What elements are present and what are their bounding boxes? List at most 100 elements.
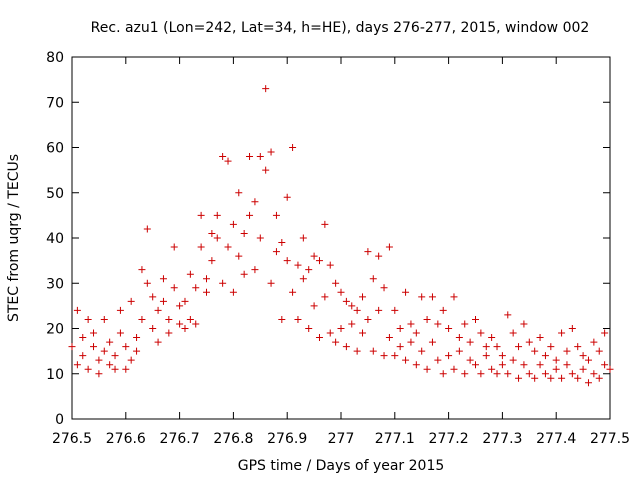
data-point (601, 329, 609, 337)
data-point (466, 338, 474, 346)
data-point (283, 193, 291, 201)
data-point (595, 347, 603, 355)
data-point (412, 361, 420, 369)
data-point (133, 347, 141, 355)
data-point (525, 338, 533, 346)
data-point (267, 279, 275, 287)
data-point (375, 306, 383, 314)
data-point (396, 343, 404, 351)
data-point (79, 352, 87, 360)
data-point (251, 266, 259, 274)
data-point (73, 361, 81, 369)
data-point (348, 320, 356, 328)
data-point (122, 365, 130, 373)
data-point (369, 275, 377, 283)
data-point (305, 325, 313, 332)
data-point (332, 338, 340, 346)
data-point (208, 257, 216, 265)
data-point (455, 347, 463, 355)
data-point (445, 352, 453, 360)
x-tick-label: 277.4 (536, 431, 576, 447)
data-point (579, 352, 587, 360)
data-point (428, 293, 436, 301)
x-tick-label: 277.3 (482, 431, 522, 447)
data-point (326, 329, 334, 337)
data-point (402, 288, 410, 296)
data-point (315, 257, 323, 265)
x-tick-label: 276.5 (52, 431, 92, 447)
y-axis-ticks: 0 10 20 30 40 50 60 70 80 (46, 50, 610, 428)
data-point (299, 275, 307, 283)
data-point (251, 198, 259, 206)
data-point (294, 261, 302, 269)
data-point (116, 306, 124, 314)
data-point (68, 343, 76, 351)
data-point (289, 288, 297, 296)
data-point (246, 211, 254, 219)
data-point (100, 315, 108, 323)
data-point (504, 311, 512, 319)
data-point (477, 329, 485, 337)
data-point (267, 148, 275, 156)
data-point (278, 239, 286, 247)
data-point (482, 352, 490, 360)
x-tick-label: 277.2 (429, 431, 469, 447)
y-tick-label: 80 (46, 50, 64, 66)
data-point (541, 352, 549, 360)
data-point (165, 315, 173, 323)
x-tick-label: 276.6 (106, 431, 146, 447)
data-point (219, 279, 227, 287)
y-axis-label: STEC from uqrg / TECUs (6, 154, 22, 322)
data-point (402, 356, 410, 364)
data-point (106, 361, 114, 369)
x-tick-label: 276.8 (213, 431, 253, 447)
data-point (563, 347, 571, 355)
data-point (380, 284, 388, 292)
data-point (434, 356, 442, 364)
data-point (504, 370, 512, 378)
data-point (601, 361, 609, 369)
data-point (509, 329, 517, 337)
data-point (407, 338, 415, 346)
data-point (450, 293, 458, 301)
data-point (90, 343, 98, 351)
data-point (111, 352, 119, 360)
data-point (127, 356, 135, 364)
data-point (154, 306, 162, 314)
data-point (197, 243, 205, 251)
x-tick-label: 277.1 (375, 431, 415, 447)
data-point (493, 370, 501, 378)
data-point (256, 153, 264, 161)
data-point (240, 270, 248, 278)
data-point (165, 329, 173, 337)
data-point (498, 352, 506, 360)
data-point (133, 334, 141, 342)
chart-title: Rec. azu1 (Lon=242, Lat=34, h=HE), days … (91, 20, 590, 36)
data-point (385, 334, 393, 342)
data-point (122, 343, 130, 351)
x-tick-label: 277.5 (590, 431, 630, 447)
data-point (337, 288, 345, 296)
data-point (197, 211, 205, 219)
data-points (68, 85, 614, 387)
data-point (364, 315, 372, 323)
data-point (342, 343, 350, 351)
data-point (472, 315, 479, 323)
data-point (531, 347, 539, 355)
data-point (493, 343, 501, 351)
data-point (262, 166, 270, 174)
data-point (520, 361, 528, 369)
data-point (407, 320, 415, 328)
data-point (219, 153, 227, 161)
data-point (213, 211, 221, 219)
data-point (305, 266, 313, 274)
data-point (149, 325, 157, 332)
data-point (272, 248, 280, 256)
data-point (423, 365, 431, 373)
data-point (95, 370, 103, 378)
data-point (310, 302, 318, 310)
data-point (547, 374, 555, 382)
data-point (138, 315, 146, 323)
data-point (235, 252, 243, 260)
y-tick-label: 60 (46, 141, 64, 157)
